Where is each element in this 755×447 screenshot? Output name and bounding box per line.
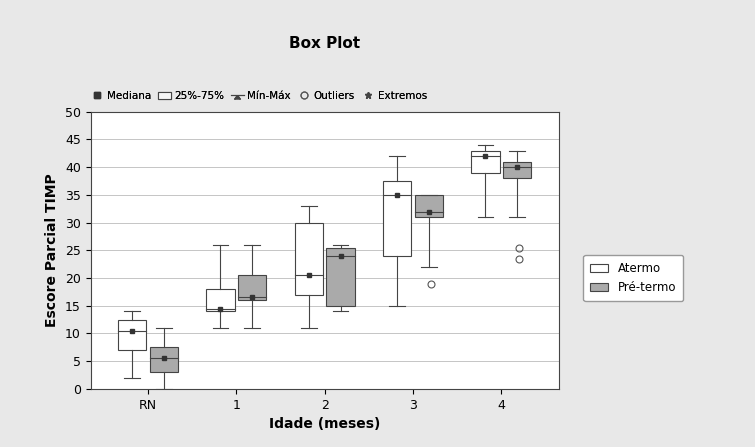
Bar [294, 223, 323, 295]
Text: Box Plot: Box Plot [289, 36, 360, 51]
Bar [149, 347, 178, 372]
Bar [383, 181, 411, 256]
Bar [118, 320, 146, 350]
Bar [238, 275, 267, 300]
Bar [471, 151, 500, 173]
Bar [414, 195, 443, 217]
X-axis label: Idade (meses): Idade (meses) [269, 417, 381, 431]
Y-axis label: Escore Parcial TIMP: Escore Parcial TIMP [45, 173, 60, 327]
Legend: Atermo, Pré-termo: Atermo, Pré-termo [584, 255, 683, 301]
Bar [206, 289, 235, 311]
Bar [326, 248, 355, 306]
Bar [503, 162, 532, 178]
